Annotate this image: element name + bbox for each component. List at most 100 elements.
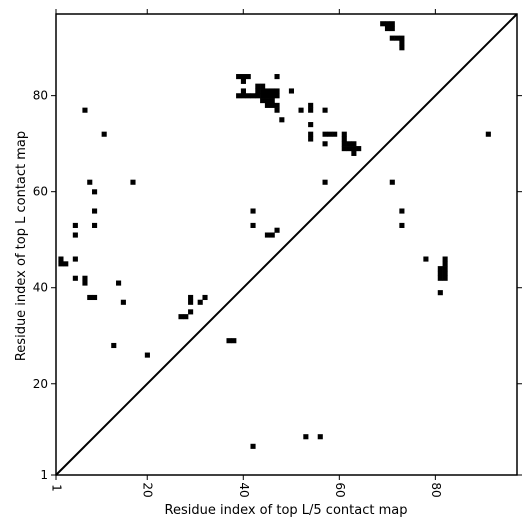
contact-cell	[236, 74, 242, 80]
y-tick-label: 60	[33, 185, 48, 199]
x-tick-label: 80	[429, 482, 443, 497]
contact-cell	[87, 294, 93, 301]
contact-cell	[240, 93, 246, 99]
contact-cell	[341, 136, 347, 142]
contact-cell	[58, 256, 64, 262]
contact-cell	[260, 98, 266, 104]
contact-cell	[437, 266, 443, 272]
contact-cell	[264, 102, 270, 108]
contact-cell	[322, 131, 328, 137]
contact-cell	[178, 314, 184, 320]
x-tick-label: 20	[141, 482, 155, 497]
contact-cell	[116, 280, 122, 286]
contact-cell	[264, 98, 270, 104]
contact-cell	[384, 21, 391, 27]
contact-cell	[442, 266, 448, 272]
contact-cell	[72, 232, 78, 238]
contact-cell	[341, 141, 347, 147]
contact-cell	[303, 434, 309, 440]
contact-cell	[92, 222, 98, 228]
contact-cell	[351, 146, 357, 152]
contact-cell	[308, 102, 314, 108]
contact-cell	[72, 256, 78, 262]
contact-cell	[82, 275, 88, 281]
contact-cell	[101, 131, 107, 137]
contact-cell	[264, 232, 270, 238]
contact-cell	[423, 256, 429, 262]
contact-cell	[274, 93, 280, 99]
contact-cell	[82, 280, 88, 286]
contact-cell	[399, 222, 405, 228]
x-tick-label: 40	[237, 482, 251, 497]
contact-cell	[269, 102, 275, 108]
contact-cell	[332, 131, 338, 137]
contact-cell	[485, 131, 491, 137]
contact-cell	[380, 21, 386, 27]
contact-cell	[356, 146, 362, 152]
contact-cell	[188, 299, 194, 305]
contact-cell	[130, 179, 136, 185]
contact-cell	[384, 26, 391, 32]
contact-cell	[341, 146, 347, 152]
contact-cell	[442, 270, 448, 277]
contact-cell	[236, 93, 242, 99]
contact-cell	[317, 434, 323, 440]
contact-cell	[260, 83, 266, 89]
contact-cell	[399, 45, 405, 51]
contact-cell	[250, 222, 256, 228]
contact-cell	[183, 314, 189, 320]
contact-cell	[308, 107, 314, 113]
contact-cell	[442, 261, 448, 267]
contact-cell	[399, 208, 405, 214]
contact-cell	[269, 93, 275, 99]
contact-cell	[346, 146, 352, 152]
contact-cell	[197, 299, 203, 305]
contact-cell	[346, 141, 352, 147]
contact-cell	[308, 122, 314, 128]
contact-cell	[442, 275, 448, 281]
contact-cell	[58, 261, 64, 267]
y-tick-label: 80	[33, 89, 48, 103]
contact-cell	[322, 179, 328, 185]
contact-cell	[389, 21, 395, 27]
contact-cell	[269, 232, 275, 238]
contact-cell	[226, 338, 232, 344]
contact-cell	[437, 290, 443, 296]
contact-cell	[260, 93, 266, 99]
y-tick-label: 1	[40, 468, 48, 482]
contact-cell	[82, 107, 88, 113]
contact-cell	[274, 74, 280, 80]
contact-cell	[279, 117, 285, 123]
contact-cell	[274, 88, 280, 94]
contact-cell	[245, 93, 251, 99]
contact-cell	[269, 98, 275, 104]
x-tick-label: 1	[50, 484, 64, 492]
contact-cell	[399, 40, 405, 46]
contact-cell	[437, 270, 443, 277]
y-tick-label: 20	[33, 377, 48, 391]
contact-cell	[72, 275, 78, 281]
contact-cell	[298, 107, 304, 113]
contact-cell	[274, 107, 280, 113]
y-axis-label: Residue index of top L contact map	[14, 131, 29, 361]
contact-cell	[255, 88, 261, 94]
axis-ticks: 1 20 40 60 80 1 20 40 60 80	[33, 9, 522, 498]
contact-cell	[255, 83, 261, 89]
contact-cell	[308, 131, 314, 137]
contact-cell	[72, 222, 78, 228]
contact-cell	[437, 275, 443, 281]
contact-cell	[188, 309, 194, 315]
contact-cell	[92, 294, 98, 301]
contact-cell	[269, 88, 275, 94]
contact-cell	[111, 342, 117, 349]
contact-cell	[250, 443, 256, 449]
contact-cell	[264, 88, 270, 94]
plot-frame	[55, 13, 518, 476]
contact-cell	[308, 136, 314, 142]
contact-cell	[120, 299, 126, 305]
diagonal-line	[55, 13, 518, 476]
contact-cell	[255, 93, 261, 99]
contact-cell	[264, 93, 270, 99]
contact-cell	[341, 131, 347, 137]
